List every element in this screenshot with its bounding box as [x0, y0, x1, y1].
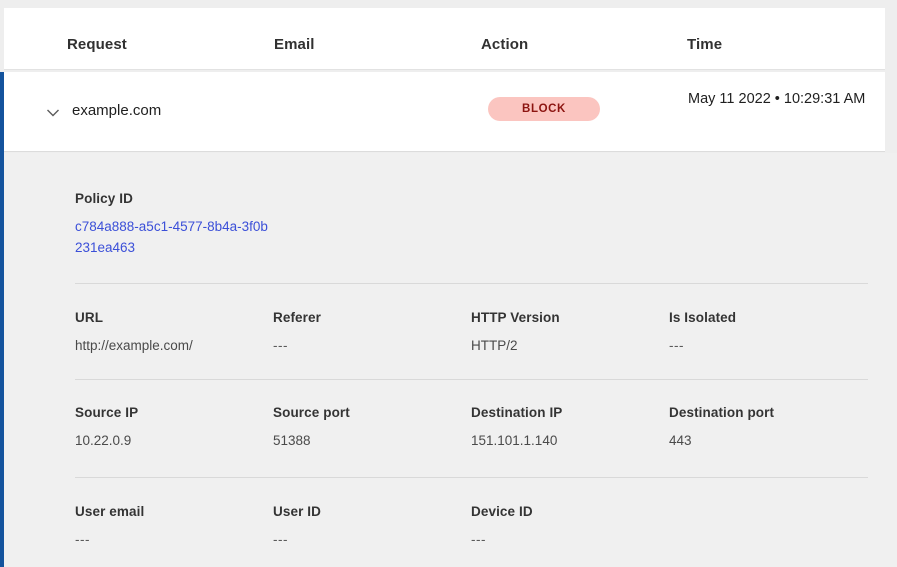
- field-value: ---: [75, 532, 90, 547]
- field-destination-port: Destination port 443: [669, 405, 774, 451]
- row-request-value: example.com: [72, 102, 162, 119]
- field-value: HTTP/2: [471, 338, 518, 353]
- field-referer: Referer ---: [273, 310, 321, 356]
- selected-row-accent-bar: [0, 72, 4, 567]
- section-divider: [75, 477, 868, 478]
- field-label: Destination IP: [471, 405, 563, 420]
- field-is-isolated: Is Isolated ---: [669, 310, 736, 356]
- field-label: Source port: [273, 405, 350, 420]
- table-row[interactable]: example.com BLOCK May 11 2022 • 10:29:31…: [4, 72, 885, 152]
- row-time-value: May 11 2022 • 10:29:31 AM: [688, 91, 866, 107]
- row-detail-panel: Policy ID c784a888-a5c1-4577-8b4a-3f0b23…: [4, 153, 897, 567]
- field-label: Source IP: [75, 405, 139, 420]
- field-http-version: HTTP Version HTTP/2: [471, 310, 560, 356]
- field-value: 443: [669, 433, 692, 448]
- field-value: ---: [471, 532, 486, 547]
- status-badge: BLOCK: [488, 97, 600, 121]
- column-header-action[interactable]: Action: [481, 36, 529, 53]
- field-source-ip: Source IP 10.22.0.9: [75, 405, 138, 451]
- column-header-email[interactable]: Email: [274, 36, 315, 53]
- field-value: http://example.com/: [75, 338, 193, 353]
- policy-id-link[interactable]: c784a888-a5c1-4577-8b4a-3f0b231ea463: [75, 219, 268, 255]
- chevron-down-icon[interactable]: [40, 100, 66, 126]
- field-destination-ip: Destination IP 151.101.1.140: [471, 405, 562, 451]
- field-label: User ID: [273, 504, 321, 519]
- field-label: Destination port: [669, 405, 775, 420]
- field-label: Referer: [273, 310, 321, 325]
- field-source-port: Source port 51388: [273, 405, 350, 451]
- section-divider: [75, 283, 868, 284]
- field-label: User email: [75, 504, 145, 519]
- field-url: URL http://example.com/: [75, 310, 193, 356]
- field-label: URL: [75, 310, 104, 325]
- field-value: ---: [273, 532, 288, 547]
- section-divider: [75, 379, 868, 380]
- field-value: ---: [273, 338, 288, 353]
- field-value: ---: [669, 338, 684, 353]
- field-device-id: Device ID ---: [471, 504, 533, 550]
- field-label: Is Isolated: [669, 310, 737, 325]
- field-label: HTTP Version: [471, 310, 560, 325]
- field-value: 51388: [273, 433, 311, 448]
- column-header-request[interactable]: Request: [67, 36, 127, 53]
- field-value: 151.101.1.140: [471, 433, 558, 448]
- column-header-time[interactable]: Time: [687, 36, 723, 53]
- field-label: Policy ID: [75, 191, 133, 206]
- field-policy-id: Policy ID c784a888-a5c1-4577-8b4a-3f0b23…: [75, 191, 270, 258]
- field-user-email: User email ---: [75, 504, 144, 550]
- field-value: 10.22.0.9: [75, 433, 132, 448]
- field-label: Device ID: [471, 504, 533, 519]
- table-header: Request Email Action Time: [4, 8, 885, 70]
- field-user-id: User ID ---: [273, 504, 321, 550]
